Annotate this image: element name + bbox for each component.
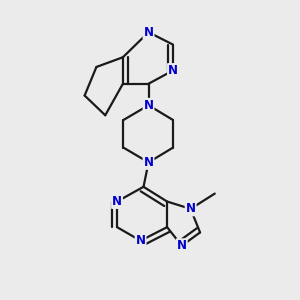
Text: N: N [143, 156, 154, 169]
Text: N: N [143, 99, 154, 112]
Text: N: N [112, 195, 122, 208]
Text: N: N [177, 239, 187, 252]
Text: N: N [168, 64, 178, 77]
Text: methyl: methyl [0, 299, 1, 300]
Text: N: N [186, 202, 196, 215]
Text: N: N [136, 234, 146, 247]
Text: N: N [143, 26, 154, 39]
